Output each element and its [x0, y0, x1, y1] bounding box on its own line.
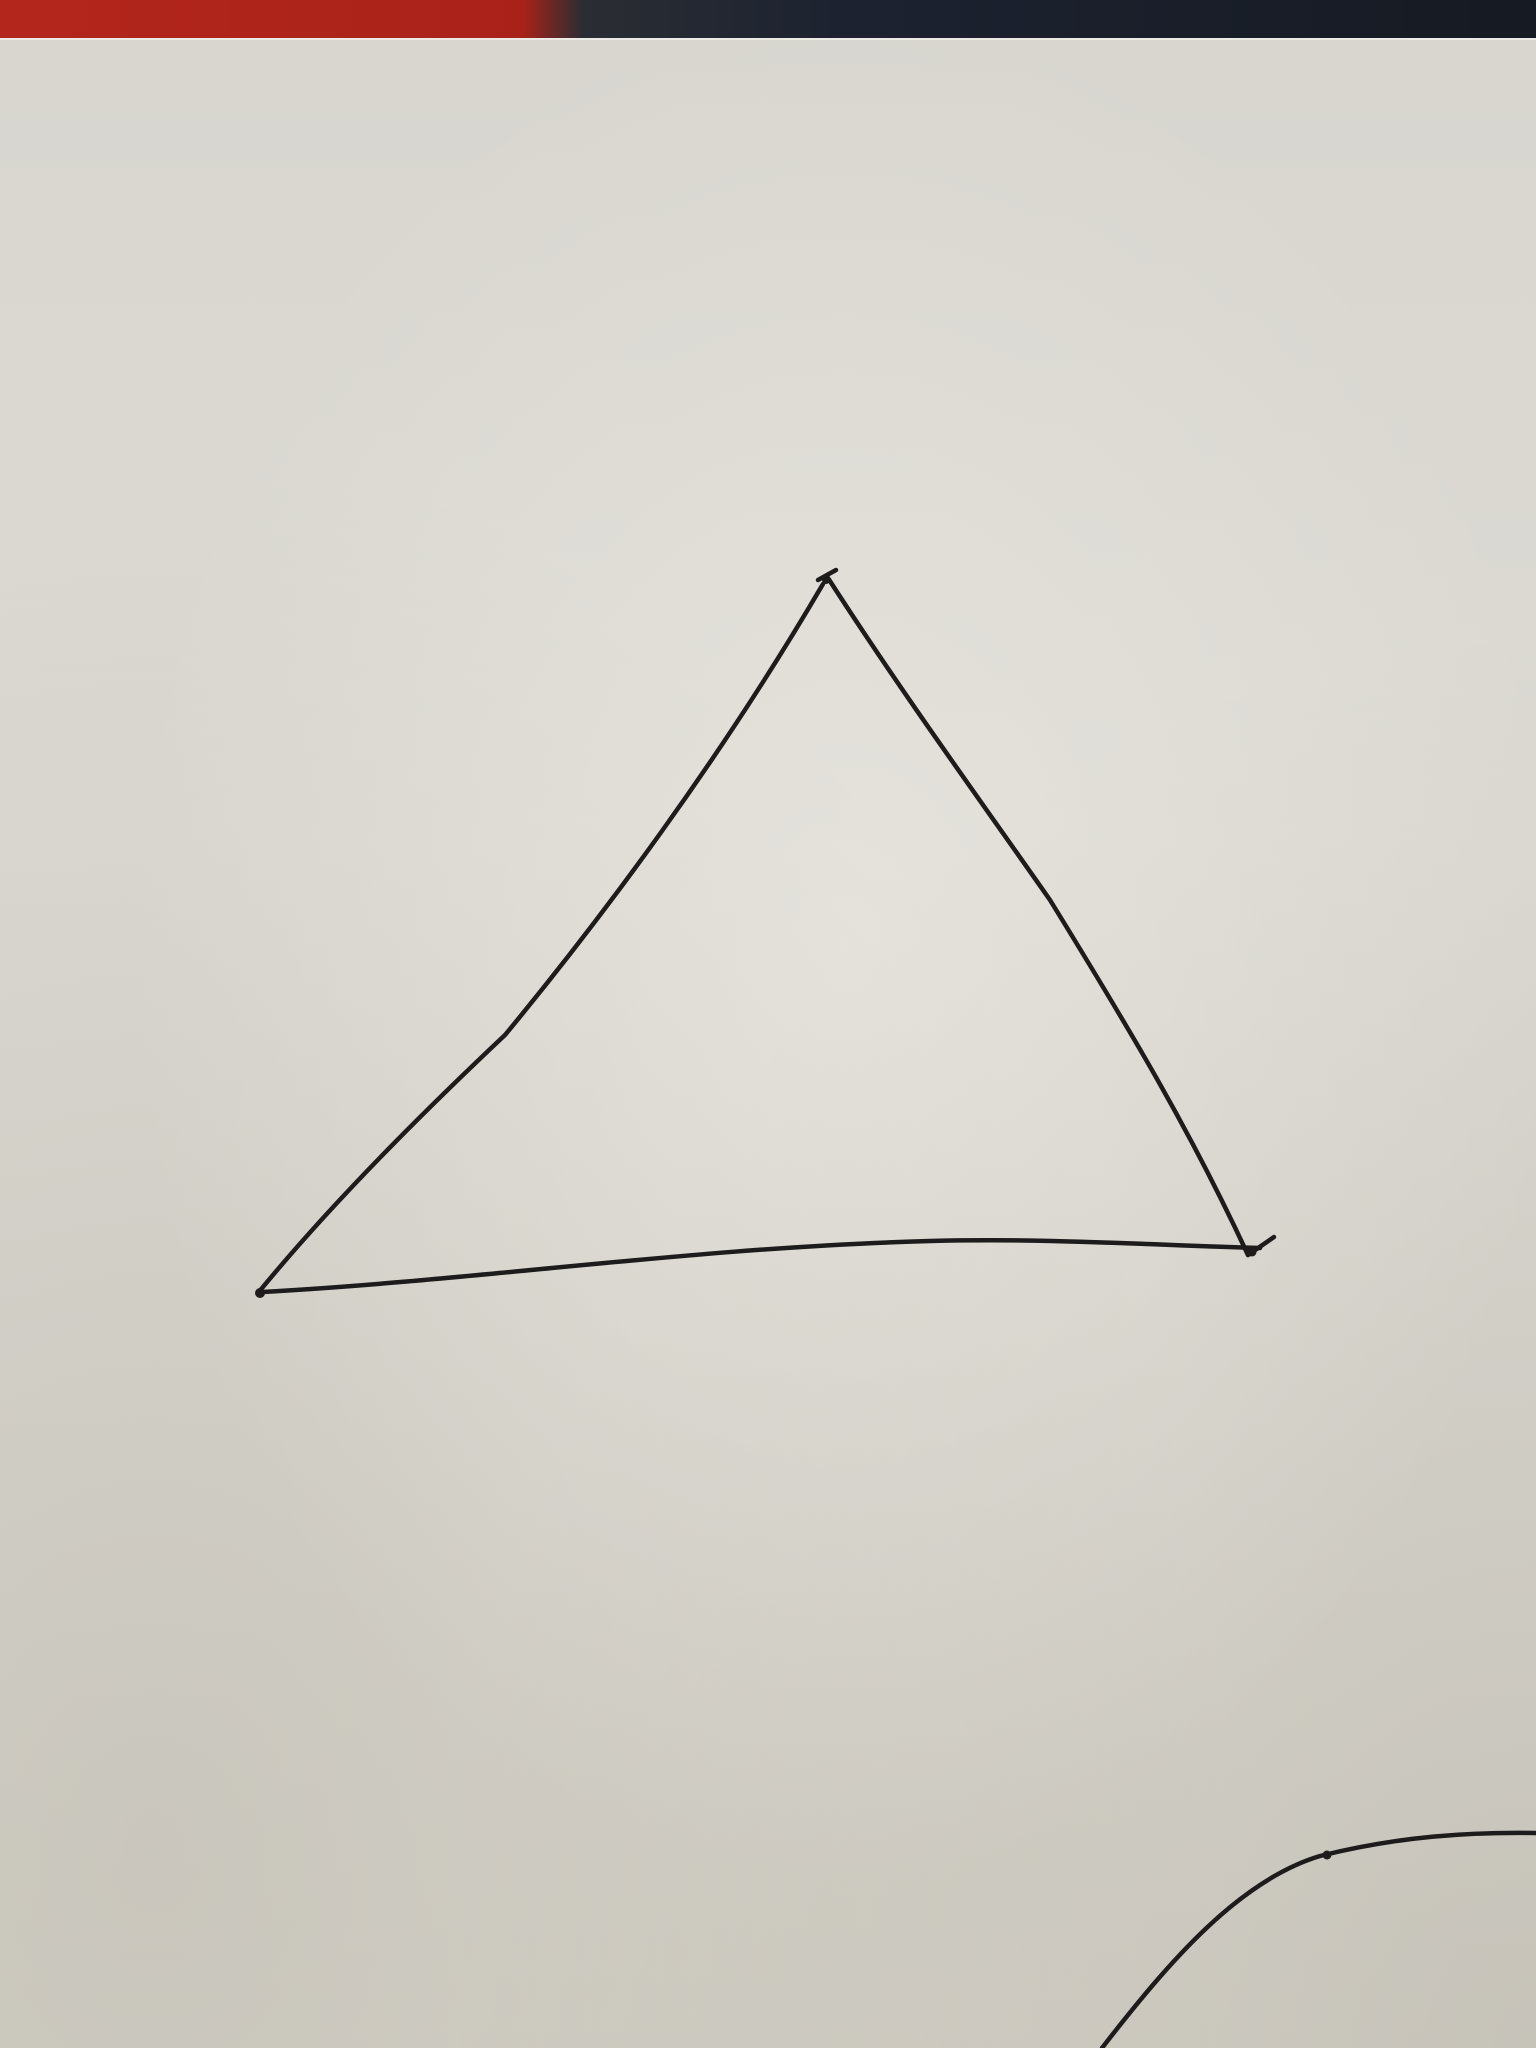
curve-ink-dot: [1322, 1850, 1332, 1860]
paper-sheet: [0, 38, 1536, 2048]
partial-curve-shape: [1099, 1830, 1536, 2048]
left-corner-dot: [255, 1288, 265, 1298]
triangle-base: [259, 1238, 1263, 1295]
right-corner-dot: [1247, 1247, 1257, 1257]
triangle-left-side: [255, 581, 826, 1296]
triangle-apex-mark: [815, 567, 839, 583]
apex-dot: [822, 576, 830, 584]
triangle-right-side: [825, 575, 1251, 1258]
